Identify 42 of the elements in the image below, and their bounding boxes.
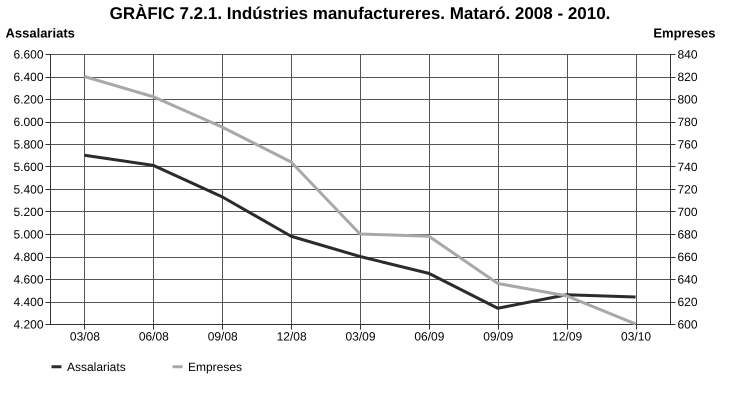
y2-tick-label: 760 — [678, 138, 698, 152]
legend-label: Assalariats — [67, 360, 126, 374]
y-tick-label: 5.200 — [13, 205, 44, 219]
y2-tick-label: 720 — [678, 182, 698, 196]
y2-tick-label: 640 — [678, 272, 698, 286]
x-tick-label: 03/08 — [70, 330, 100, 344]
y-tick-label: 6.200 — [13, 92, 44, 106]
x-tick-label: 12/08 — [276, 330, 307, 344]
line-series — [82, 75, 638, 326]
y-tick-label: 5.000 — [13, 228, 44, 242]
y2-tick-label: 740 — [678, 160, 698, 174]
line-series — [82, 154, 638, 310]
y-tick-label: 6.600 — [13, 48, 44, 62]
chart-title: GRÀFIC 7.2.1. Indústries manufactureres. Mataró. 2008 - 2010. — [110, 3, 610, 23]
x-tick-label: 09/08 — [208, 330, 238, 344]
y-tick-label: 4.400 — [13, 295, 44, 309]
y-tick-label: 5.600 — [13, 160, 44, 174]
y-tick-label: 4.800 — [13, 250, 44, 264]
legend-label: Empreses — [188, 360, 242, 374]
y2-tick-label: 620 — [678, 295, 698, 309]
x-tick-label: 06/08 — [138, 330, 170, 344]
y-axis-title: Assalariats — [6, 26, 75, 40]
y2-tick-label: 780 — [678, 115, 698, 129]
y2-tick-label: 800 — [678, 92, 698, 106]
y2-axis-title: Empreses — [653, 26, 716, 40]
y-tick-label: 6.000 — [13, 115, 44, 129]
y2-tick-label: 820 — [678, 70, 698, 84]
y-tick-label: 6.400 — [13, 70, 44, 84]
y-tick-label: 4.600 — [13, 272, 44, 286]
y2-tick-label: 660 — [678, 250, 698, 264]
y-tick-label: 5.800 — [13, 138, 44, 152]
x-tick-label: 09/09 — [483, 330, 514, 344]
y2-tick-label: 680 — [678, 228, 698, 242]
y2-tick-label: 700 — [678, 205, 698, 219]
y-tick-label: 4.200 — [13, 318, 44, 332]
x-tick-label: 12/09 — [552, 330, 583, 344]
y2-tick-label: 600 — [678, 318, 698, 332]
x-tick-label: 06/09 — [414, 330, 445, 344]
x-tick-label: 03/10 — [621, 330, 652, 344]
x-tick-label: 03/09 — [345, 330, 376, 344]
y2-tick-label: 840 — [678, 48, 698, 62]
y-tick-label: 5.400 — [13, 182, 44, 196]
